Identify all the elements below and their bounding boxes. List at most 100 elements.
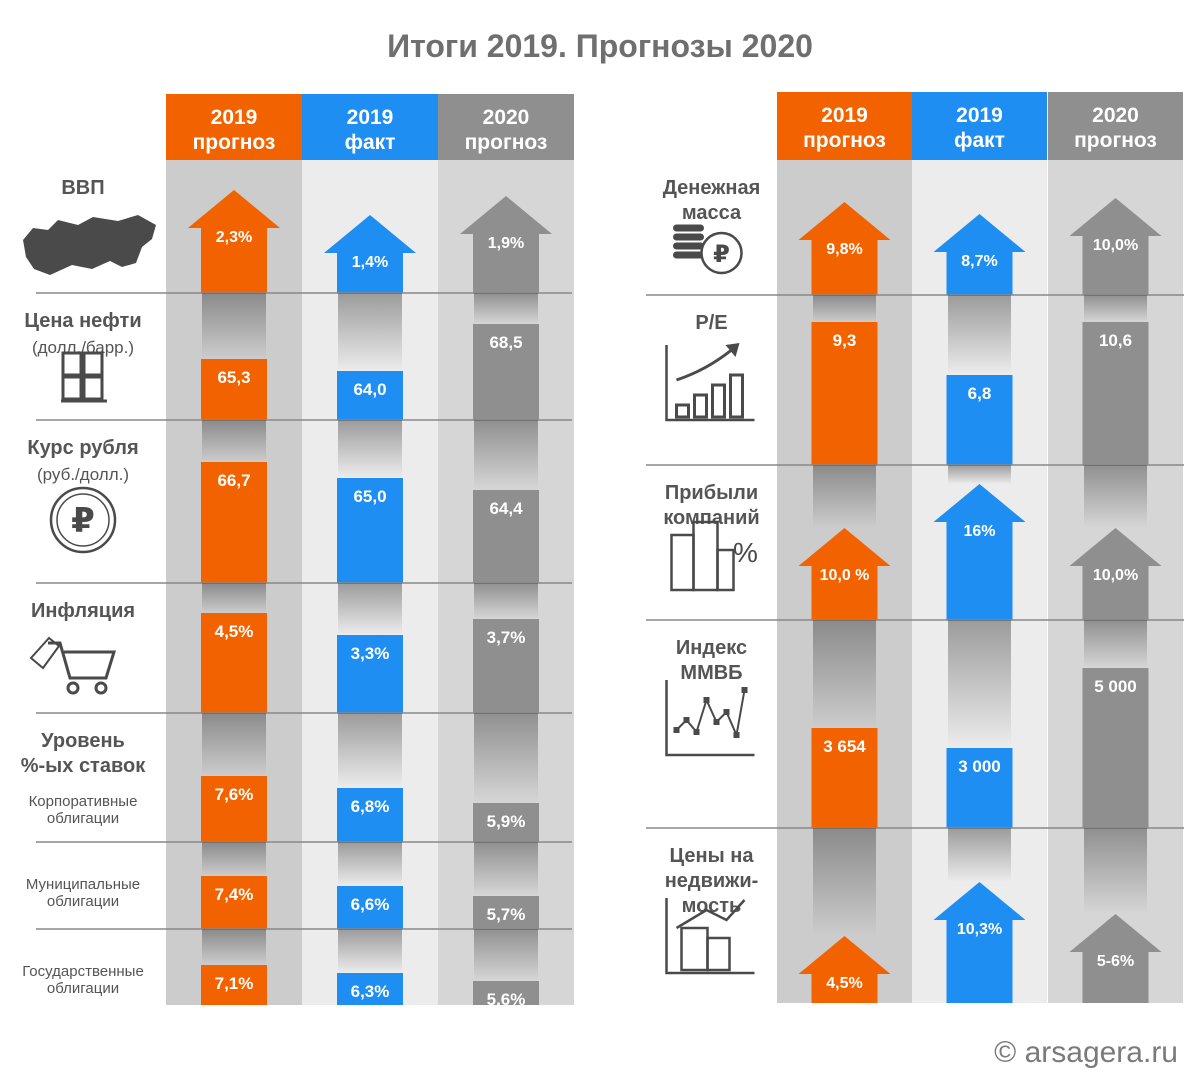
bar-arrow bbox=[933, 882, 1026, 1003]
row-label: Инфляция bbox=[31, 600, 135, 622]
bar-value-label: 5-6% bbox=[1097, 953, 1134, 970]
row-label: Индекс bbox=[676, 637, 747, 659]
row-label: Уровень bbox=[41, 730, 125, 752]
bar-value-label: 65,3 bbox=[217, 368, 250, 387]
bar bbox=[473, 324, 539, 420]
bar-value-label: 2,3% bbox=[216, 229, 252, 246]
bar-value-label: 5,6% bbox=[487, 990, 526, 1009]
row-3: Курс рубля (руб./долл.) ₽66,7 65,0 64,4 bbox=[27, 419, 572, 583]
row-unit: (руб./долл.) bbox=[37, 465, 129, 484]
bar-shadow bbox=[813, 465, 876, 528]
footer-text: arsagera.ru bbox=[1024, 1036, 1178, 1069]
row-sublabel: Государственные bbox=[22, 963, 144, 980]
row-label: масса bbox=[682, 202, 742, 224]
bar bbox=[811, 322, 878, 465]
bar bbox=[201, 462, 267, 583]
bar bbox=[337, 371, 403, 420]
bar bbox=[946, 748, 1013, 828]
bar-shadow bbox=[338, 583, 402, 635]
row-sublabel: облигации bbox=[47, 893, 119, 910]
column-header bbox=[912, 92, 1047, 160]
row-sublabel: облигации bbox=[47, 980, 119, 997]
growth-chart-icon bbox=[665, 343, 755, 422]
bar bbox=[1082, 322, 1149, 465]
bar-shadow bbox=[202, 713, 266, 776]
bar-arrow bbox=[1069, 198, 1162, 295]
bar-value-label: 5,7% bbox=[487, 905, 526, 924]
copyright-icon: © bbox=[994, 1036, 1017, 1069]
row-sublabel: облигации bbox=[47, 810, 119, 827]
bar-value-label: 10,6 bbox=[1099, 331, 1132, 350]
bar-value-label: 6,8% bbox=[351, 797, 390, 816]
bar bbox=[201, 613, 267, 713]
row-unit: (долл./барр.) bbox=[32, 338, 134, 357]
bar-value-label: 5,9% bbox=[487, 812, 526, 831]
bar bbox=[473, 981, 539, 1005]
bar-shadow bbox=[338, 842, 402, 886]
shopping-cart-icon bbox=[29, 636, 117, 695]
bar-value-label: 10,0% bbox=[1093, 567, 1138, 584]
bar bbox=[201, 776, 267, 842]
bar-value-label: 68,5 bbox=[489, 333, 522, 352]
bar-value-label: 64,0 bbox=[353, 380, 386, 399]
bar-value-label: 3,7% bbox=[487, 628, 526, 647]
row-5: Цены на недвижи-мость 4,5% 10,3% 5-6% bbox=[646, 827, 1184, 1003]
column-header-type: факт bbox=[345, 131, 396, 154]
row-label: Денежная bbox=[663, 177, 761, 199]
column-header bbox=[302, 94, 438, 160]
column-header-type: прогноз bbox=[1074, 129, 1157, 152]
bar-shadow bbox=[338, 420, 402, 478]
footer-credit: © arsagera.ru bbox=[994, 1036, 1178, 1070]
buildings-percent-icon: % bbox=[670, 520, 758, 592]
row-label: компаний bbox=[663, 507, 759, 529]
bar bbox=[201, 876, 267, 929]
column-header-type: прогноз bbox=[465, 131, 548, 154]
row-label: %-ых ставок bbox=[21, 755, 146, 777]
row-1: Денежная масса ₽ 9,8% 8,7% 10,0% bbox=[663, 177, 1162, 295]
bar-value-label: 16% bbox=[963, 523, 995, 540]
bar-value-label: 66,7 bbox=[217, 471, 250, 490]
row-3: Прибыли компаний% 10,0 % 16% 10,0% bbox=[646, 464, 1184, 620]
bar-shadow bbox=[202, 583, 266, 613]
bar bbox=[473, 803, 539, 842]
row-label: мость bbox=[682, 895, 742, 917]
bar-shadow bbox=[474, 929, 538, 981]
column-header-year: 2019 bbox=[347, 106, 394, 129]
bar-value-label: 7,4% bbox=[215, 885, 254, 904]
bar bbox=[337, 635, 403, 713]
column-header-year: 2019 bbox=[211, 106, 258, 129]
bar-shadow bbox=[948, 828, 1011, 882]
bar-shadow bbox=[1084, 465, 1147, 528]
bar bbox=[473, 490, 539, 583]
column-header-year: 2020 bbox=[483, 106, 530, 129]
bar-arrow bbox=[933, 484, 1026, 620]
bar-shadow bbox=[474, 583, 538, 619]
bar-shadow bbox=[202, 420, 266, 462]
row-sublabel: Корпоративные bbox=[29, 793, 138, 810]
bar-arrow bbox=[798, 936, 891, 1003]
bar-shadow bbox=[474, 293, 538, 324]
column-header bbox=[1048, 92, 1183, 160]
column-header-type: прогноз bbox=[803, 129, 886, 152]
bar-value-label: 5 000 bbox=[1094, 677, 1137, 696]
bar-shadow bbox=[474, 713, 538, 803]
line-chart-icon bbox=[665, 680, 755, 757]
bar bbox=[201, 965, 267, 1005]
bar-arrow bbox=[1069, 914, 1162, 1003]
bar bbox=[473, 619, 539, 713]
bar-value-label: 65,0 bbox=[353, 487, 386, 506]
bar-value-label: 6,8 bbox=[968, 384, 992, 403]
bar-shadow bbox=[202, 929, 266, 965]
row-2: P/E 9,3 6,8 10,6 bbox=[646, 294, 1184, 465]
row-label: Цена нефти bbox=[24, 310, 141, 332]
bar bbox=[337, 788, 403, 842]
bar bbox=[201, 359, 267, 420]
bar-value-label: 6,3% bbox=[351, 982, 390, 1001]
bar-shadow bbox=[202, 293, 266, 359]
bar-arrow bbox=[1069, 528, 1162, 620]
row-sublabel: Муниципальные bbox=[26, 876, 140, 893]
bar-value-label: 1,4% bbox=[352, 254, 388, 271]
bar-value-label: 9,3 bbox=[833, 331, 857, 350]
